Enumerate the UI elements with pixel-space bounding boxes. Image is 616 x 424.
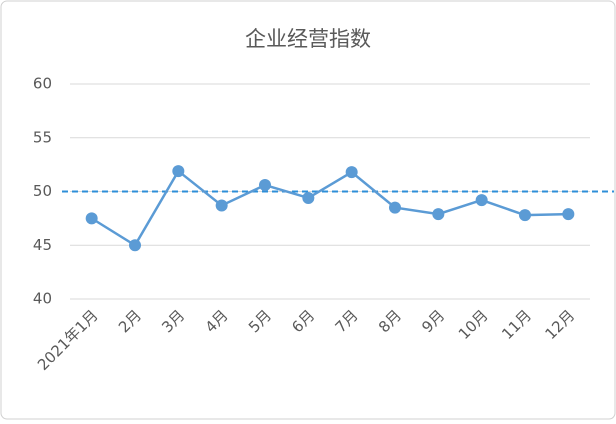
point <box>129 239 141 252</box>
point <box>475 194 488 207</box>
chart-title: 企业经营指数 <box>245 27 371 51</box>
point <box>215 199 228 212</box>
point <box>302 191 315 204</box>
point <box>562 208 575 221</box>
point <box>259 179 271 192</box>
point <box>345 166 358 179</box>
point <box>519 209 531 222</box>
y-tick-label: 40 <box>33 290 52 308</box>
series-line <box>91 169 569 247</box>
point <box>389 201 401 214</box>
y-tick-label: 55 <box>33 128 52 146</box>
y-tick-label: 60 <box>33 75 52 93</box>
y-tick-label: 50 <box>33 182 52 200</box>
point <box>432 208 445 221</box>
point <box>85 212 98 225</box>
point <box>172 165 185 178</box>
y-tick-label: 45 <box>33 236 52 254</box>
